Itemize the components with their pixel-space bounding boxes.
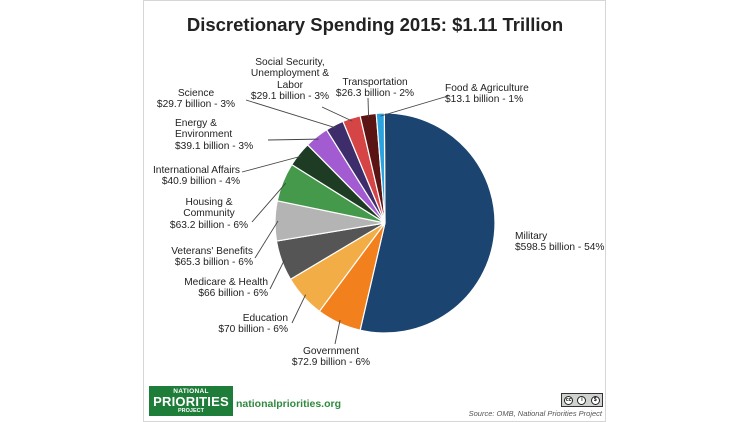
chart-title: Discretionary Spending 2015: $1.11 Trill… bbox=[186, 14, 564, 35]
site-link[interactable]: nationalpriorities.org bbox=[236, 398, 342, 410]
cc-icon: cc bbox=[564, 395, 574, 405]
cc-license-badge[interactable]: cc i $ bbox=[561, 393, 603, 407]
leader-line-4 bbox=[254, 220, 279, 259]
nc-icon: $ bbox=[590, 395, 600, 405]
leader-line-8 bbox=[245, 99, 337, 129]
leader-line-10 bbox=[367, 97, 370, 118]
logo-text-bot: PROJECT bbox=[178, 408, 204, 414]
label-medicare: Medicare & Health $66 billion - 6% bbox=[184, 277, 268, 300]
logo-text-mid: PRIORITIES bbox=[153, 394, 229, 409]
leader-line-2 bbox=[291, 294, 306, 324]
label-veterans: Veterans' Benefits $65.3 billion - 6% bbox=[171, 246, 253, 269]
label-social: Social Security, Unemployment & Labor $2… bbox=[250, 57, 330, 103]
label-government: Government $72.9 billion - 6% bbox=[291, 346, 371, 369]
leader-line-3 bbox=[269, 259, 285, 290]
label-education: Education $70 billion - 6% bbox=[218, 313, 288, 336]
leader-line-11 bbox=[380, 95, 449, 117]
leader-line-9 bbox=[321, 106, 353, 122]
npp-logo: NATIONAL PRIORITIES PROJECT bbox=[149, 386, 233, 416]
label-food: Food & Agriculture $13.1 billion - 1% bbox=[445, 83, 529, 106]
label-military: Military $598.5 billion - 54% bbox=[515, 231, 605, 254]
label-science: Science $29.7 billion - 3% bbox=[156, 88, 236, 111]
pie-slice-food-agriculture bbox=[375, 112, 386, 224]
by-icon: i bbox=[577, 395, 587, 405]
leader-line-6 bbox=[241, 155, 302, 173]
leader-line-1 bbox=[334, 320, 341, 345]
leader-line-5 bbox=[251, 182, 287, 223]
label-housing: Housing & Community $63.2 billion - 6% bbox=[169, 197, 249, 231]
pie-slice-military bbox=[359, 112, 496, 334]
source-note: Source: OMB, National Priorities Project bbox=[468, 409, 602, 418]
label-transportation: Transportation $26.3 billion - 2% bbox=[335, 77, 415, 100]
label-international: International Affairs $40.9 billion - 4% bbox=[152, 165, 240, 188]
leader-line-7 bbox=[267, 138, 319, 141]
label-energy: Energy & Environment $39.1 billion - 3% bbox=[175, 118, 254, 152]
logo-text-top: NATIONAL bbox=[173, 388, 209, 395]
